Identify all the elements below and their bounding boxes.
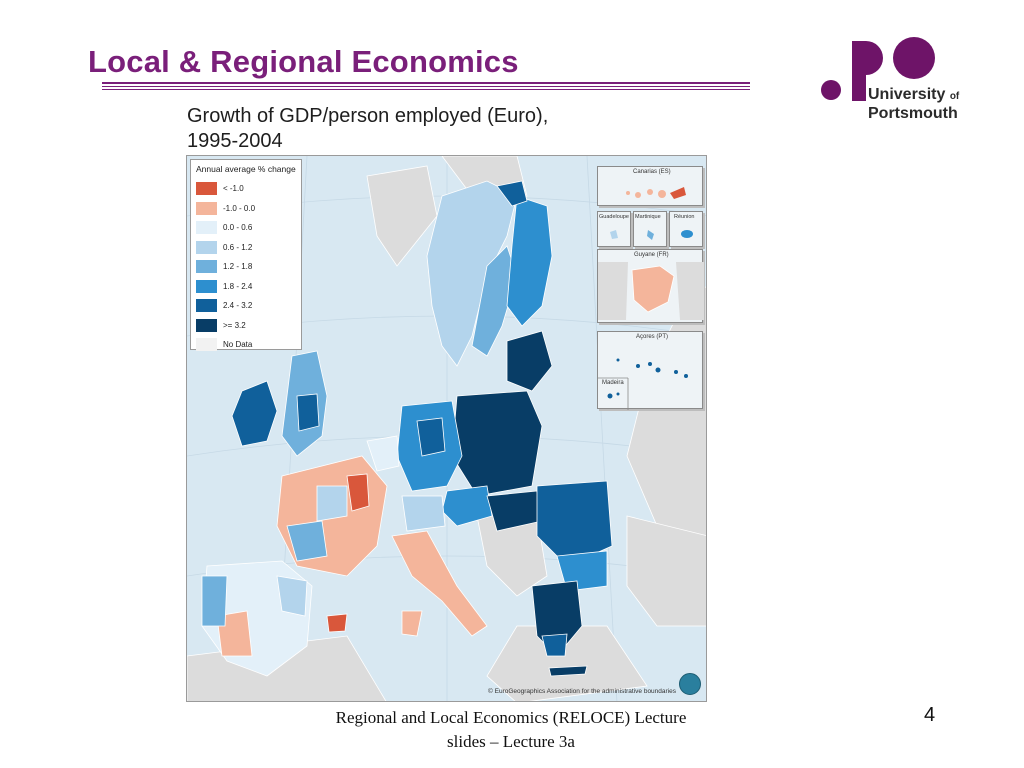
legend-label: 1.8 - 2.4 — [223, 281, 253, 291]
footer-line2: slides – Lecture 3a — [447, 732, 575, 751]
legend-swatch — [196, 221, 217, 235]
legend-item: -1.0 - 0.0 — [196, 199, 296, 219]
page-number: 4 — [924, 704, 936, 726]
map-title: Growth of GDP/person employed (Euro), 19… — [187, 104, 627, 154]
legend-label: 1.2 - 1.8 — [223, 262, 253, 272]
canarias-islands-graphic — [626, 187, 686, 199]
legend-swatch — [196, 299, 217, 313]
europe-map-graphic — [187, 156, 706, 701]
legend-swatch — [196, 201, 217, 215]
legend-label: 0.0 - 0.6 — [223, 223, 253, 233]
legend-label: 0.6 - 1.2 — [223, 242, 253, 252]
title-underline — [102, 89, 750, 90]
legend-label: < -1.0 — [223, 184, 244, 194]
legend-item: >= 3.2 — [196, 316, 296, 336]
legend-label: No Data — [223, 340, 253, 350]
inset-label-acores: Açores (PT) — [636, 334, 669, 340]
legend-item: 0.6 - 1.2 — [196, 238, 296, 258]
title-underline — [102, 86, 750, 87]
inset-guadeloupe: Guadeloupe — [597, 211, 631, 247]
legend-swatch — [196, 338, 217, 352]
legend-item: 1.8 - 2.4 — [196, 277, 296, 297]
logo-portsmouth: Portsmouth — [868, 105, 958, 122]
legend-item: No Data — [196, 335, 296, 355]
legend-label: >= 3.2 — [223, 320, 246, 330]
legend-item: 1.2 - 1.8 — [196, 257, 296, 277]
map-title-line2: 1995-2004 — [187, 130, 283, 152]
reunion-graphic — [681, 230, 693, 238]
legend-swatch — [196, 182, 217, 196]
title-underline — [102, 82, 750, 84]
legend-title: Annual average % change — [196, 164, 296, 174]
acores-madeira-graphic — [598, 358, 688, 410]
inset-label-reunion: Réunion — [674, 214, 695, 220]
university-logo-icon — [821, 37, 935, 101]
martinique-graphic — [647, 230, 654, 240]
legend-swatch — [196, 279, 217, 293]
slide-title: Local & Regional Economics — [88, 44, 519, 79]
inset-guyane: Guyane (FR) — [597, 249, 704, 323]
espon-stamp-icon — [679, 673, 701, 695]
inset-acores-madeira: Açores (PT) Madeira — [597, 331, 703, 410]
inset-label-canarias: Canarias (ES) — [633, 169, 671, 175]
map-legend: Annual average % change < -1.0 -1.0 - 0.… — [190, 159, 302, 352]
footer-line1: Regional and Local Economics (RELOCE) Le… — [335, 708, 687, 727]
legend-item: < -1.0 — [196, 179, 296, 199]
map-copyright: © EuroGeographics Association for the ad… — [488, 688, 676, 695]
slide-footer: Regional and Local Economics (RELOCE) Le… — [300, 706, 722, 754]
inset-label-madeira: Madeira — [602, 380, 624, 386]
inset-canarias: Canarias (ES) — [597, 166, 703, 206]
legend-item: 2.4 - 3.2 — [196, 296, 296, 316]
legend-item: 0.0 - 0.6 — [196, 218, 296, 238]
inset-martinique: Martinique — [633, 211, 667, 247]
legend-label: -1.0 - 0.0 — [223, 203, 256, 213]
inset-label-martinique: Martinique — [635, 214, 661, 220]
legend-swatch — [196, 318, 217, 332]
inset-label-guadeloupe: Guadeloupe — [599, 214, 629, 220]
logo-university: University — [868, 86, 946, 103]
inset-reunion: Réunion — [669, 211, 703, 247]
map-title-line1: Growth of GDP/person employed (Euro), — [187, 105, 549, 127]
legend-swatch — [196, 260, 217, 274]
guadeloupe-graphic — [610, 230, 618, 239]
inset-label-guyane: Guyane (FR) — [634, 252, 669, 258]
logo-of: of — [949, 91, 960, 102]
university-logo-text: University of Portsmouth — [868, 86, 959, 122]
legend-swatch — [196, 240, 217, 254]
legend-label: 2.4 - 3.2 — [223, 301, 253, 311]
choropleth-map: Annual average % change < -1.0 -1.0 - 0.… — [186, 155, 707, 702]
guyane-graphic — [598, 262, 704, 320]
